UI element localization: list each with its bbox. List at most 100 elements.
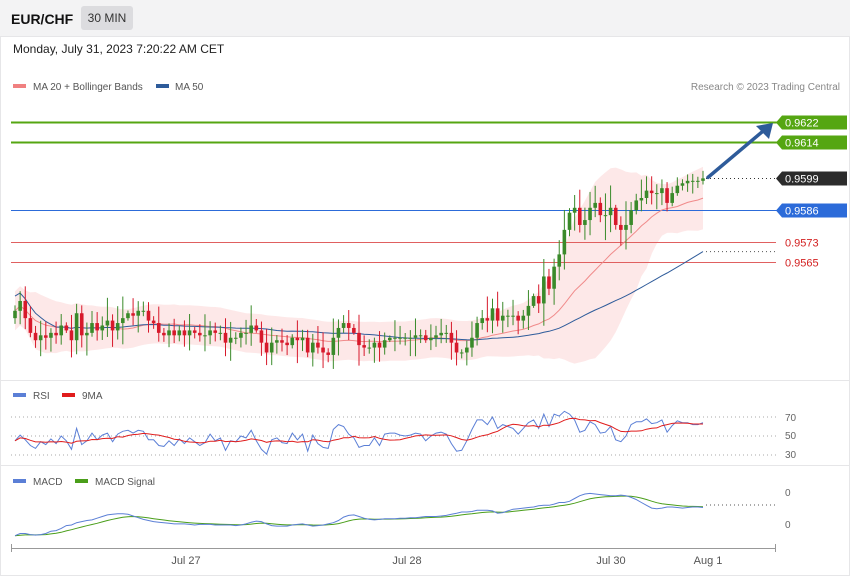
level-tag-0.9614	[776, 135, 847, 150]
candle	[495, 291, 500, 327]
candle-body	[187, 330, 192, 336]
candle	[208, 321, 212, 345]
candle	[54, 321, 58, 344]
candle	[151, 316, 156, 329]
candle	[131, 298, 135, 326]
candle	[305, 329, 310, 358]
candle	[346, 310, 351, 341]
candle	[136, 301, 141, 333]
macd-legend: MACD MACD Signal	[13, 477, 155, 488]
candle-body	[613, 207, 618, 225]
candle	[500, 301, 505, 333]
candle	[665, 182, 669, 212]
candle	[654, 184, 659, 210]
candle	[624, 201, 628, 250]
candle-body	[341, 323, 346, 328]
candle	[187, 313, 192, 351]
candle	[418, 329, 423, 344]
candle-body	[536, 296, 541, 304]
candle-body	[511, 315, 515, 317]
candle-body	[495, 308, 500, 321]
candle	[696, 176, 700, 189]
candle-body	[470, 337, 474, 348]
candle-body	[136, 310, 141, 316]
candle	[126, 310, 130, 321]
candle	[649, 176, 654, 205]
bollinger-fill	[15, 166, 703, 364]
candle-body	[500, 315, 505, 321]
candle-body	[182, 330, 187, 336]
candle-body	[521, 315, 526, 321]
legend-9ma: 9MA	[82, 391, 103, 402]
candle	[316, 326, 320, 354]
candle	[372, 337, 377, 363]
candle	[259, 321, 264, 356]
candle	[105, 297, 110, 337]
candle	[690, 173, 695, 194]
level-tag-0.9586	[776, 203, 847, 218]
candle-body	[557, 254, 562, 267]
legend-swatch-signal	[75, 479, 88, 483]
candle	[244, 319, 248, 345]
candle	[182, 320, 187, 347]
candle	[79, 305, 84, 348]
candle	[429, 324, 433, 351]
legend-ma20: MA 20 + Bollinger Bands	[33, 82, 143, 93]
candle	[121, 296, 125, 345]
candle	[644, 176, 649, 205]
candle-body	[213, 330, 218, 333]
candle-body	[121, 318, 125, 324]
candle-body	[434, 335, 438, 338]
candle	[85, 322, 89, 356]
candle	[285, 335, 289, 356]
candle	[382, 332, 387, 355]
candle-body	[593, 202, 597, 208]
timeframe-button[interactable]: 30 MIN	[81, 6, 133, 30]
candle	[326, 348, 330, 363]
candle	[459, 349, 464, 359]
candle	[444, 324, 449, 343]
candle-body	[172, 330, 176, 336]
candle-body	[542, 276, 546, 304]
candle-body	[69, 330, 74, 341]
candle	[470, 321, 474, 357]
candle-body	[572, 207, 577, 213]
candle-body	[480, 318, 485, 324]
candle	[639, 179, 644, 212]
candle	[377, 331, 382, 362]
candle	[357, 314, 361, 366]
level-tag-0.9622	[776, 115, 847, 130]
candle	[393, 320, 397, 352]
candle	[449, 321, 454, 360]
candle-body	[598, 202, 603, 216]
level-tag-0.9599	[776, 171, 847, 186]
candle	[413, 318, 418, 357]
candle	[603, 193, 608, 241]
candle	[557, 240, 562, 281]
candle	[465, 340, 469, 366]
candle	[388, 335, 392, 343]
candle-body	[701, 178, 705, 181]
candle	[521, 309, 526, 329]
candle	[13, 305, 17, 324]
candle-body	[439, 332, 443, 336]
candle-body	[167, 330, 171, 336]
candle-body	[244, 332, 248, 334]
candle-body	[567, 212, 572, 230]
candle	[110, 314, 115, 347]
candle-body	[223, 332, 228, 343]
candle	[141, 301, 146, 317]
candle-body	[552, 266, 556, 289]
candle	[593, 185, 597, 218]
candle-body	[146, 310, 151, 321]
legend-swatch-rsi	[13, 393, 26, 397]
candle-body	[44, 335, 48, 338]
candle-body	[28, 318, 33, 333]
macd-plot	[14, 492, 776, 537]
candle-body	[629, 210, 633, 225]
candle	[588, 191, 592, 236]
candle-body	[352, 327, 356, 333]
candle	[336, 319, 341, 356]
x-tick-aug1: Aug 1	[694, 555, 723, 567]
